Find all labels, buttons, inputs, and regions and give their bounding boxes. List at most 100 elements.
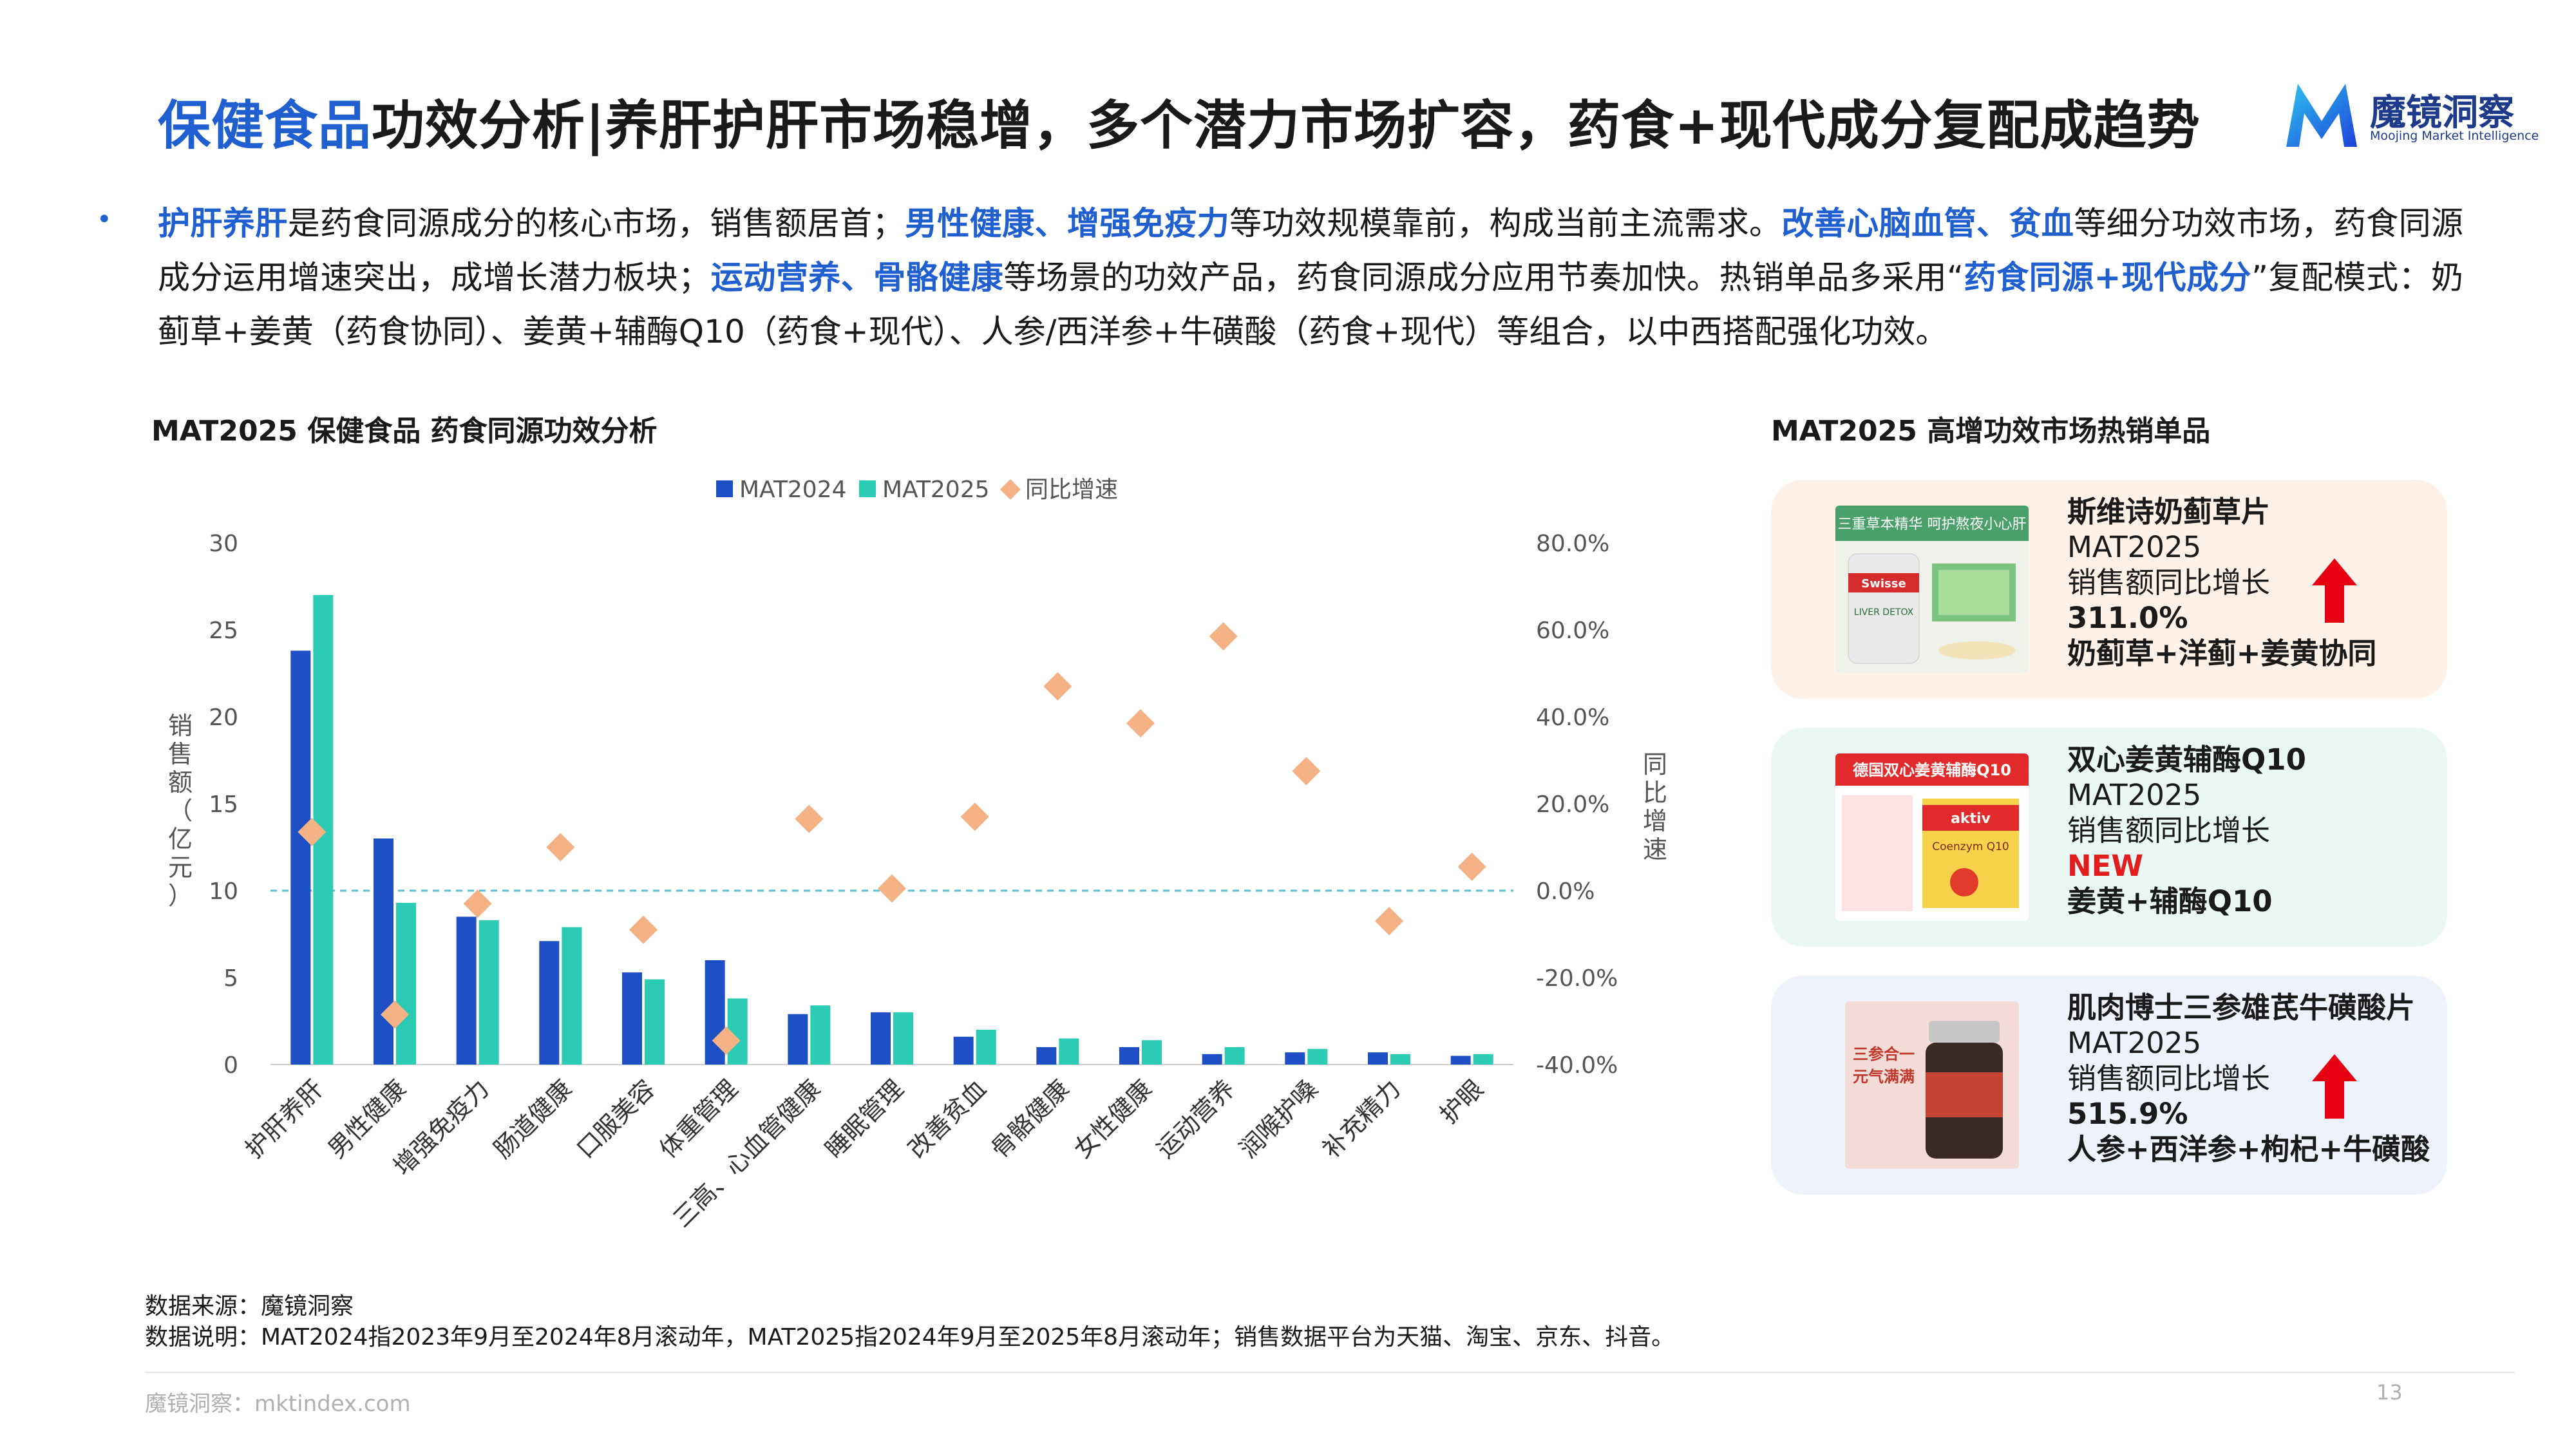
legend-swatch [1000, 479, 1021, 500]
product-text-1: 斯维诗奶蓟草片 MAT2025 销售额同比增长 311.0% 奶蓟草+洋蓟+姜黄… [2067, 494, 2376, 671]
bar-mat2024 [374, 838, 393, 1065]
legend-label: 同比增速 [1025, 477, 1118, 503]
intro-text-2: 等功效规模靠前，构成当前主流需求。 [1229, 205, 1782, 242]
product-combo-3: 人参+西洋参+枸杞+牛磺酸 [2067, 1132, 2430, 1166]
product-mat-1: MAT2025 [2067, 530, 2202, 564]
product-1-caption: 三重草本精华 呵护熬夜小心肝 [1838, 516, 2027, 533]
bar-mat2025 [645, 979, 665, 1065]
y2-tick-label: 80.0% [1536, 531, 1609, 557]
x-tick-label: 肠道健康 [488, 1074, 578, 1164]
y-tick-label: 0 [223, 1052, 238, 1079]
bar-mat2025 [810, 1005, 831, 1065]
growth-point [1209, 622, 1238, 651]
page-number: 13 [2376, 1380, 2403, 1405]
footer-site: 魔镜洞察：mktindex.com [145, 1391, 411, 1417]
brand-logo: 魔镜洞察 Moojing Market Intelligence [2280, 76, 2539, 153]
growth-point [795, 804, 824, 833]
y2-axis-title: 同比增速 [1643, 750, 1667, 864]
legend-swatch [859, 480, 876, 497]
bar-mat2024 [1036, 1047, 1057, 1065]
bar-mat2025 [1224, 1047, 1245, 1065]
y2-tick-label: -20.0% [1536, 965, 1618, 992]
y-tick-label: 25 [209, 618, 238, 644]
products-section-title: MAT2025 高增功效市场热销单品 [1771, 415, 2211, 448]
product-name-1: 斯维诗奶蓟草片 [2067, 495, 2271, 529]
intro-text-3: 等细分功效市场，药食同源成分运用增速突出，成增长潜力板块； [158, 205, 2464, 296]
y-tick-label: 20 [209, 705, 238, 731]
legend-label: MAT2024 [739, 477, 847, 503]
bar-mat2024 [456, 916, 477, 1065]
bar-mat2025 [478, 920, 499, 1065]
product-metric-1: 销售额同比增长 [2067, 565, 2271, 600]
y-tick-label: 30 [209, 531, 238, 557]
growth-point [381, 1000, 409, 1029]
intro-paragraph: 护肝养肝是药食同源成分的核心市场，销售额居首；男性健康、增强免疫力等功效规模靠前… [158, 196, 2463, 359]
product-metric-3: 销售额同比增长 [2067, 1061, 2271, 1095]
bar-mat2024 [871, 1012, 891, 1065]
bar-mat2025 [1473, 1054, 1493, 1065]
growth-point [878, 874, 906, 903]
product-1-brand: Swisse [1861, 577, 1906, 591]
bar-mat2024 [1368, 1052, 1388, 1065]
intro-highlight-4: 运动营养、骨骼健康 [710, 259, 1004, 296]
intro-text-5: ”复配模式：奶蓟草+姜黄（药食协同）、姜黄+辅酶Q10（药食+现代）、人参/西洋… [158, 259, 2464, 350]
y-tick-label: 10 [209, 878, 238, 905]
product-mat-3: MAT2025 [2067, 1026, 2202, 1060]
data-note: 数据说明：MAT2024指2023年9月至2024年8月滚动年，MAT2025指… [145, 1324, 1675, 1350]
product-2-label: Coenzym Q10 [1932, 840, 2009, 853]
product-text-3: 肌肉博士三参雄芪牛磺酸片 MAT2025 销售额同比增长 515.9% 人参+西… [2067, 990, 2430, 1167]
bar-mat2024 [1285, 1052, 1305, 1065]
product-3-caption: 三参合一 [1853, 1045, 1915, 1063]
y2-tick-label: -40.0% [1536, 1052, 1618, 1079]
logo-text-cn: 魔镜洞察 [2370, 92, 2514, 134]
growth-point [1375, 907, 1403, 936]
bar-mat2024 [539, 941, 560, 1065]
product-growth-1: 311.0% [2067, 601, 2188, 635]
legend-label: MAT2025 [882, 477, 990, 503]
product-combo-1: 奶蓟草+洋蓟+姜黄协同 [2067, 636, 2377, 670]
bar-mat2024 [1202, 1054, 1222, 1065]
growth-point [629, 915, 658, 944]
x-tick-label: 护肝养肝 [240, 1074, 329, 1164]
bar-mat2025 [1059, 1038, 1079, 1065]
growth-point [546, 833, 575, 862]
x-tick-label: 运动营养 [1151, 1074, 1240, 1164]
intro-highlight-2: 男性健康、增强免疫力 [904, 205, 1230, 242]
intro-text-4: 等场景的功效产品，药食同源成分应用节奏加快。热销单品多采用“ [1003, 259, 1964, 296]
product-2-brand: aktiv [1951, 811, 1991, 827]
product-growth-3: 515.9% [2067, 1097, 2188, 1131]
product-text-2: 双心姜黄辅酶Q10 MAT2025 销售额同比增长 NEW 姜黄+辅酶Q10 [2067, 742, 2306, 919]
arrow-up-icon [2312, 558, 2357, 623]
y2-tick-label: 0.0% [1536, 878, 1595, 905]
efficacy-chart: 0 5 10 15 20 25 30 -40.0% -20.0% 0.0% 20.0% 40.0% 60… [168, 477, 1667, 1233]
x-tick-label: 护眼 [1434, 1074, 1489, 1129]
product-card-2: 德国双心姜黄辅酶Q10 aktiv Coenzym Q10 双心姜黄辅酶Q10 … [1771, 728, 2447, 947]
y2-tick-label: 20.0% [1536, 791, 1609, 818]
x-tick-label: 女性健康 [1068, 1074, 1158, 1164]
growth-point [1043, 672, 1072, 701]
bar-mat2024 [1450, 1056, 1471, 1065]
page-title-highlight: 保健食品 [158, 95, 372, 156]
y-tick-label: 15 [209, 791, 238, 818]
bar-mat2024 [622, 972, 642, 1065]
bar-mat2024 [953, 1036, 974, 1065]
product-combo-2: 姜黄+辅酶Q10 [2067, 884, 2273, 918]
y-tick-label: 5 [223, 965, 238, 992]
bar-mat2025 [1307, 1048, 1328, 1065]
page-title: 保健食品功效分析|养肝护肝市场稳增，多个潜力市场扩容，药食+现代成分复配成趋势 [158, 82, 2201, 159]
x-tick-label: 口服美容 [571, 1074, 661, 1164]
chart-section-title: MAT2025 保健食品 药食同源功效分析 [151, 415, 658, 448]
bullet-dot: • [97, 205, 112, 234]
product-card-3: 三参合一 元气满满 肌肉博士三参雄芪牛磺酸片 MAT2025 销售额同比增长 5… [1771, 976, 2447, 1195]
bar-mat2025 [1390, 1054, 1410, 1065]
bar-mat2025 [976, 1030, 996, 1065]
bar-mat2025 [562, 927, 582, 1065]
logo-mark-icon [2286, 84, 2357, 147]
bar-mat2024 [1119, 1047, 1139, 1065]
bar-mat2024 [290, 650, 311, 1065]
bar-mat2025 [396, 902, 416, 1065]
growth-point [298, 817, 327, 846]
intro-text-1: 是药食同源成分的核心市场，销售额居首； [287, 205, 905, 242]
bar-mat2024 [788, 1014, 808, 1065]
y-axis-title: 销售额（亿元） [168, 712, 193, 910]
